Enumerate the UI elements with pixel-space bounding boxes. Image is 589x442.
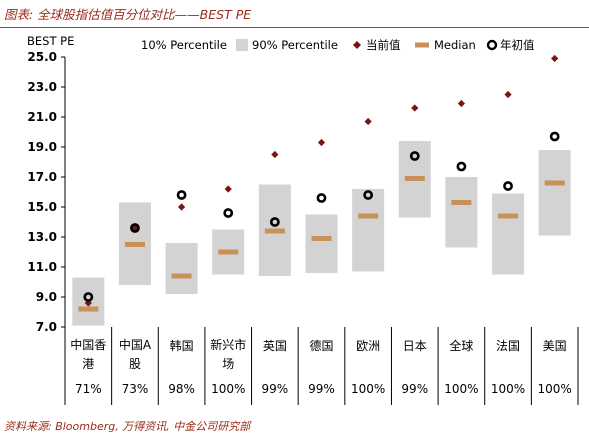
category-label: 法国 bbox=[496, 339, 520, 353]
median-marker bbox=[358, 213, 379, 219]
legend-swatch-start bbox=[486, 39, 498, 51]
legend-label-current: 当前值 bbox=[366, 38, 401, 52]
category-label: 英国 bbox=[263, 339, 287, 353]
source-note: 资料来源: Bloomberg, 万得资讯, 中金公司研究部 bbox=[4, 420, 251, 433]
legend-label-start: 年初值 bbox=[500, 38, 535, 52]
legend-swatch-median bbox=[415, 42, 429, 48]
category-label: 日本 bbox=[403, 339, 427, 353]
percentile-label: 99% bbox=[401, 382, 428, 396]
percentile-bands bbox=[72, 141, 571, 326]
y-tick-label: 9.0 bbox=[36, 290, 57, 304]
y-tick-label: 23.0 bbox=[27, 80, 57, 94]
figure-title: 图表: 全球股指估值百分位对比——BEST PE bbox=[4, 7, 252, 22]
axes: 7.0 9.0 11.0 13.0 15.0 17.0 19.0 21.0 23.0 25.0 BE… bbox=[27, 34, 74, 334]
y-tick-label: 19.0 bbox=[27, 140, 57, 154]
percentile-label: 99% bbox=[262, 382, 289, 396]
percentile-label: 100% bbox=[211, 382, 245, 396]
percentile-band bbox=[305, 214, 338, 273]
percentile-label: 71% bbox=[75, 382, 102, 396]
category-label: 全球 bbox=[449, 338, 473, 353]
median-marker bbox=[498, 213, 519, 219]
year-start-marker bbox=[316, 193, 327, 203]
category-label: 中国香 bbox=[70, 337, 106, 352]
median-marker bbox=[124, 242, 145, 247]
current-value-marker bbox=[177, 203, 186, 211]
median-marker bbox=[451, 200, 472, 205]
percentile-band bbox=[538, 150, 571, 236]
category-label: 韩国 bbox=[170, 338, 194, 353]
category-label: 场 bbox=[222, 357, 234, 371]
percentile-label: 98% bbox=[168, 382, 195, 396]
year-start-marker bbox=[130, 223, 140, 233]
current-value-marker bbox=[504, 90, 512, 99]
y-tick-label: 13.0 bbox=[27, 230, 57, 244]
title-rule bbox=[0, 27, 589, 28]
median-marker bbox=[171, 273, 192, 279]
current-value-marker bbox=[551, 54, 559, 63]
median-marker bbox=[311, 236, 332, 241]
year-start-markers bbox=[83, 131, 560, 302]
legend-swatch-current bbox=[353, 41, 361, 49]
legend-label-p90: 90% Percentile bbox=[252, 38, 338, 52]
legend-label-p10: 10% Percentile bbox=[141, 38, 227, 52]
median-marker bbox=[264, 228, 285, 234]
legend-swatch-band bbox=[236, 39, 248, 51]
year-start-marker bbox=[269, 217, 280, 227]
current-value-marker bbox=[224, 185, 232, 193]
percentile-label: 99% bbox=[308, 382, 335, 396]
legend: 10% Percentile 90% Percentile 当前值 Median 年初值 bbox=[141, 38, 535, 52]
current-value-marker bbox=[457, 99, 466, 108]
y-tick-label: 11.0 bbox=[27, 260, 57, 274]
current-value-marker bbox=[317, 138, 326, 147]
year-start-marker bbox=[409, 151, 420, 161]
percentile-label: 100% bbox=[538, 382, 572, 396]
legend-label-median: Median bbox=[434, 38, 476, 52]
category-label: 新兴市 bbox=[210, 337, 246, 352]
year-start-marker bbox=[363, 190, 374, 200]
year-start-marker bbox=[223, 208, 234, 218]
category-label: 股 bbox=[129, 357, 141, 371]
y-tick-label: 17.0 bbox=[27, 170, 57, 184]
percentile-band bbox=[352, 189, 385, 272]
percentile-label: 100% bbox=[491, 382, 525, 396]
percentile-label: 73% bbox=[122, 382, 149, 396]
median-markers bbox=[78, 176, 565, 312]
median-marker bbox=[544, 180, 565, 186]
category-label: 港 bbox=[82, 357, 94, 371]
current-value-marker bbox=[411, 104, 419, 112]
current-value-marker bbox=[271, 150, 279, 159]
y-tick-label: 21.0 bbox=[27, 110, 57, 124]
year-start-marker bbox=[456, 161, 467, 172]
y-axis-title: BEST PE bbox=[27, 34, 74, 48]
category-label: 中国A bbox=[119, 337, 152, 352]
year-start-marker bbox=[83, 292, 94, 302]
y-tick-label: 25.0 bbox=[27, 50, 57, 64]
percentile-band bbox=[165, 243, 198, 294]
year-start-marker bbox=[503, 181, 513, 191]
median-marker bbox=[218, 249, 239, 255]
percentile-band bbox=[492, 193, 525, 275]
percentile-label: 100% bbox=[351, 382, 385, 396]
median-marker bbox=[404, 176, 425, 181]
year-start-marker bbox=[176, 190, 187, 200]
category-label: 德国 bbox=[309, 338, 333, 353]
current-value-marker bbox=[364, 117, 372, 126]
median-marker bbox=[78, 306, 99, 312]
percentile-label: 100% bbox=[444, 382, 478, 396]
y-tick-label: 7.0 bbox=[36, 320, 57, 334]
y-tick-label: 15.0 bbox=[27, 200, 57, 214]
year-start-marker bbox=[549, 131, 560, 142]
category-label: 欧洲 bbox=[356, 339, 380, 353]
percentile-band bbox=[445, 177, 478, 248]
category-label: 美国 bbox=[543, 339, 567, 353]
